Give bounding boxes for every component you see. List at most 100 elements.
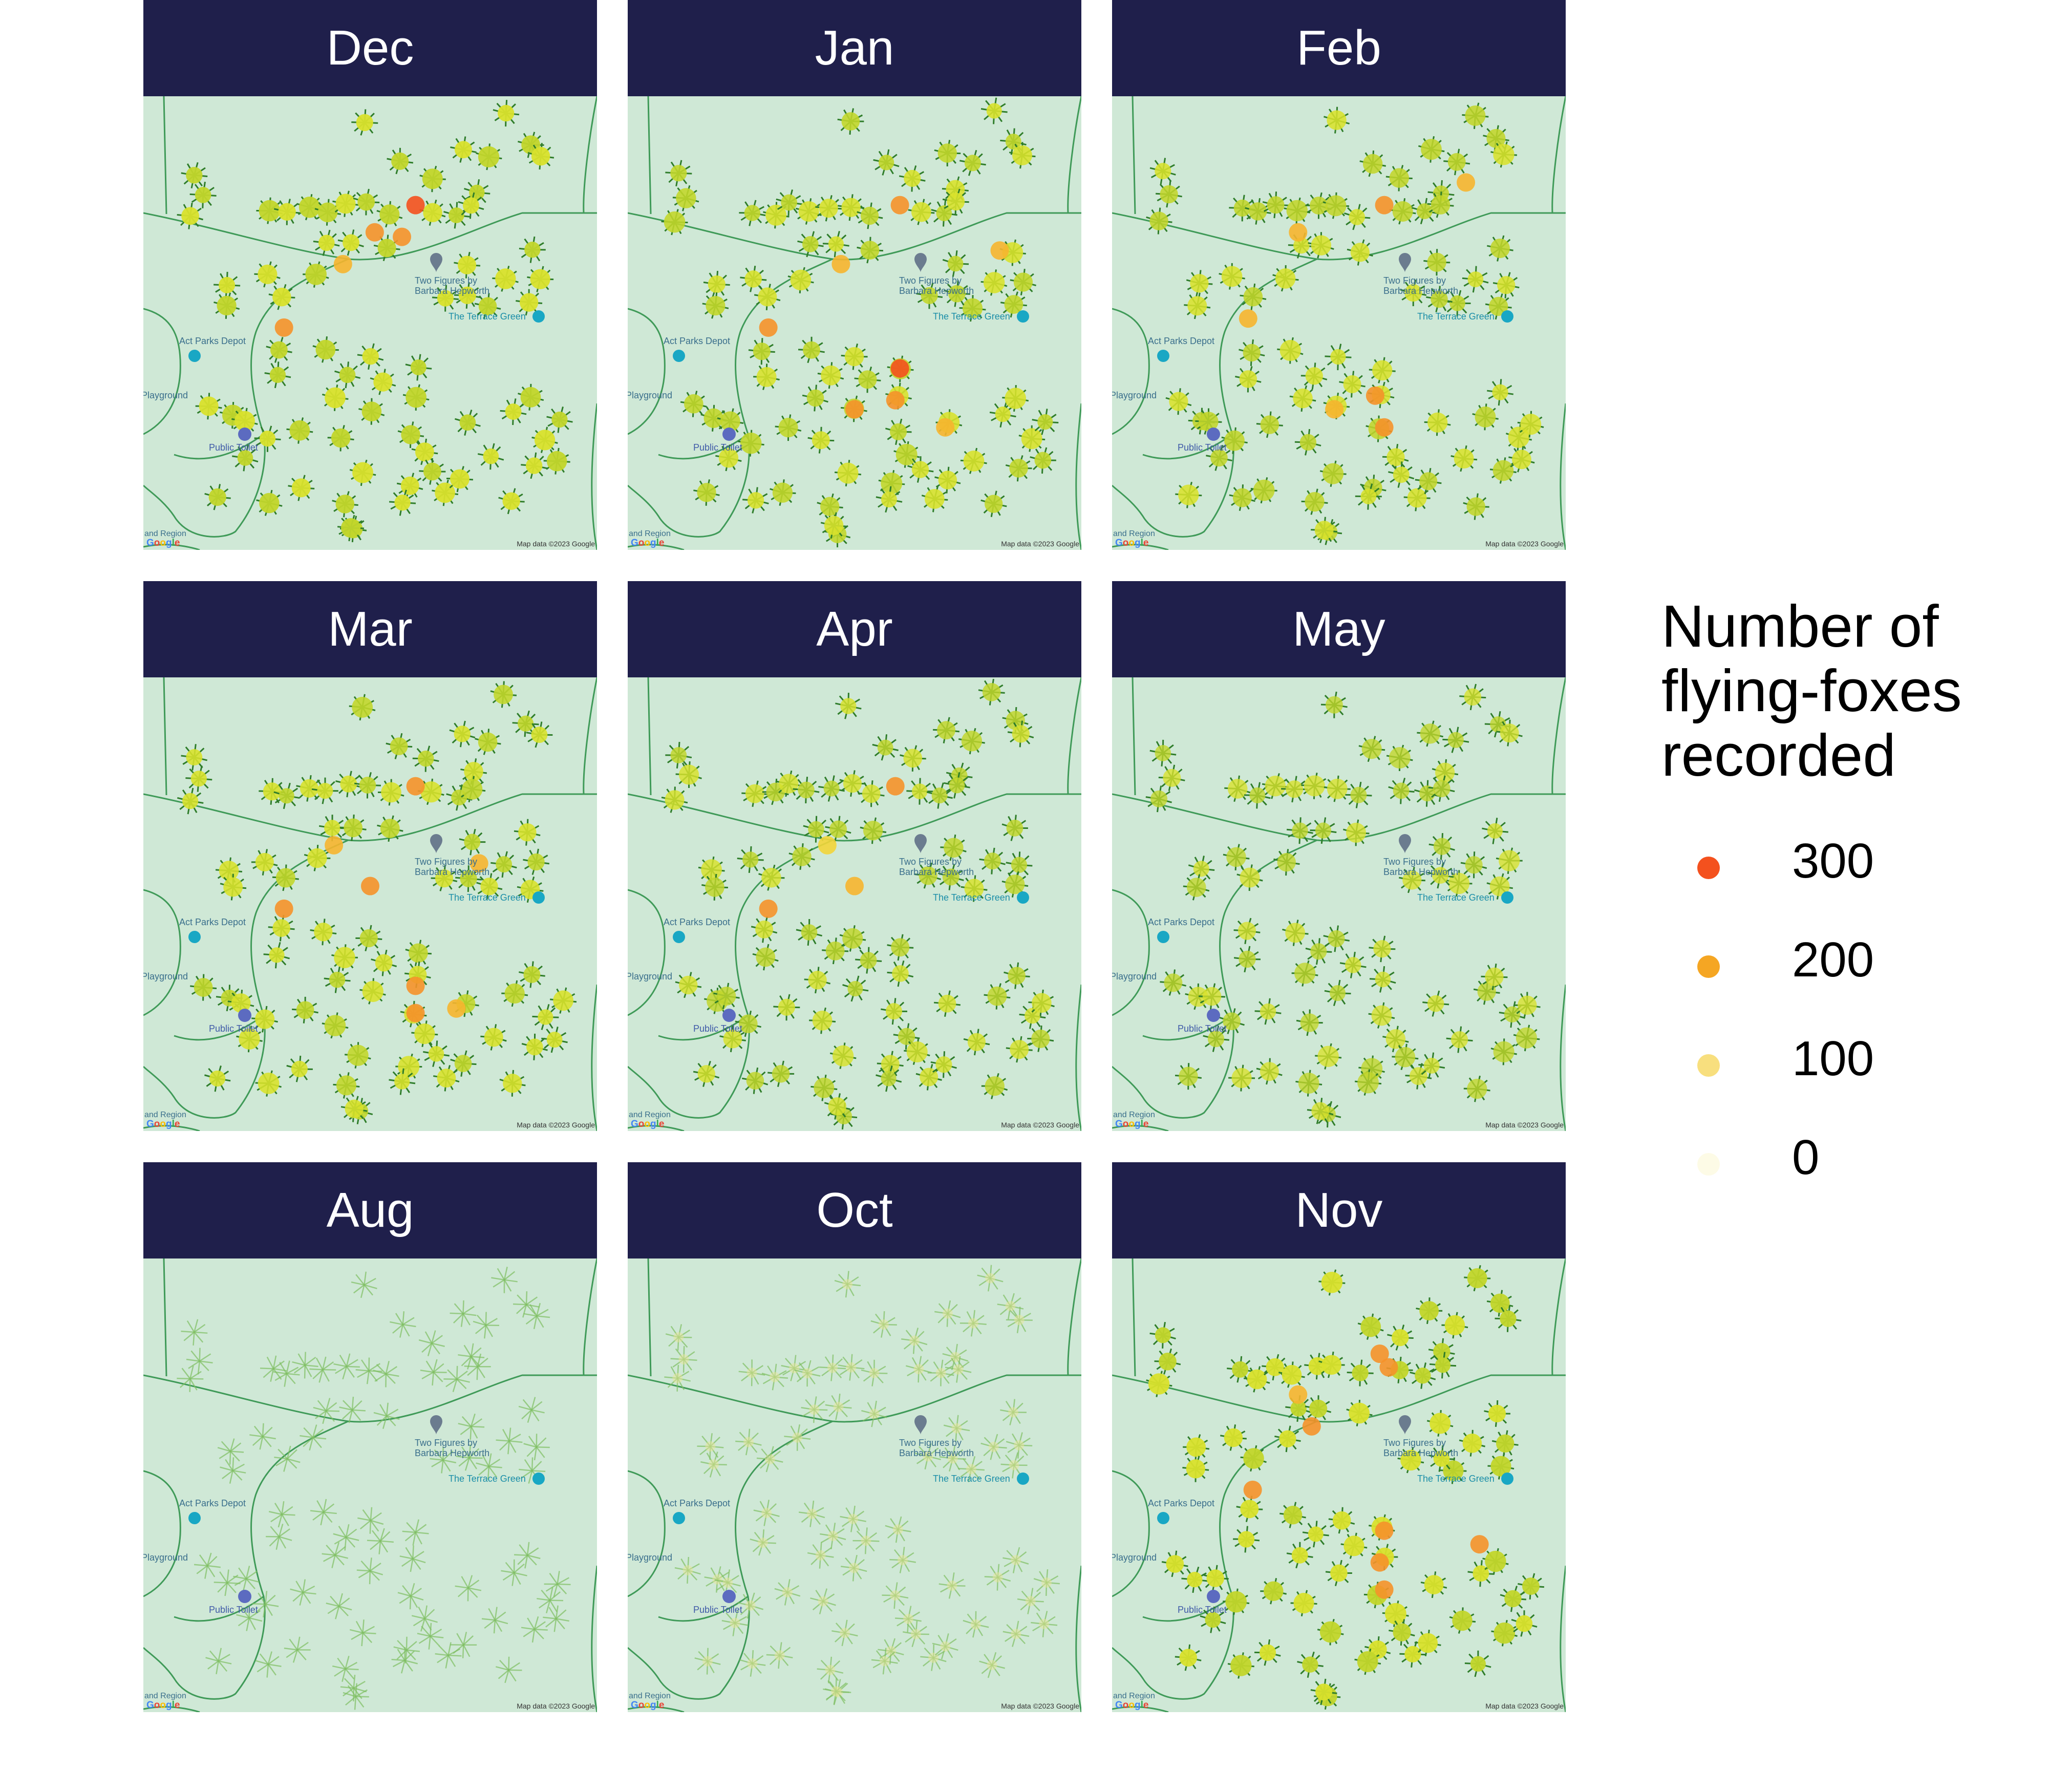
map-path [1067,1258,1081,1376]
count-point [1243,1480,1262,1499]
roost-tree [292,996,318,1023]
roost-tree [273,199,301,225]
roost-tree [1001,815,1028,841]
map-path [1112,1420,1317,1700]
toilet-pin-icon [1207,1590,1220,1603]
map-path [583,96,597,214]
roost-tree [458,1413,485,1440]
roost-tree [804,967,831,994]
roost-tree [255,1651,282,1678]
map-panel-jan: Jan Two Figures by Barbara Hepworth The Ter… [628,0,1081,553]
roost-tree [1460,851,1487,879]
map-path [1560,403,1566,550]
roost-tree [1518,1573,1544,1600]
roost-tree [1428,833,1455,860]
roost-tree [903,1620,929,1647]
map-copyright: Map data ©2023 Google [1001,1121,1079,1129]
roost-tree [1294,429,1321,456]
roost-tree [310,1499,337,1526]
roost-tree [417,778,444,805]
map-path [583,677,597,795]
location-pin-icon [430,834,442,854]
roost-tree [311,777,338,804]
map-path [143,1470,181,1597]
roost-tree [1161,1550,1188,1577]
roost-tree [1308,232,1334,259]
count-point [1457,173,1476,192]
roost-tree [351,109,378,136]
roost-tree [857,237,884,264]
roost-tree [719,1026,746,1053]
roost-tree [1422,990,1449,1017]
map-label-playground: Playground [1112,390,1157,400]
roost-tree [1175,1063,1202,1090]
legend-dot-300 [1697,857,1720,879]
roost-tree [979,1652,1006,1678]
roost-tree [980,269,1008,296]
roost-tree [1244,1366,1270,1393]
roost-tree [1286,1542,1313,1569]
roost-tree [751,916,778,943]
roost-tree [1368,1002,1395,1029]
map-label-terrace-green: The Terrace Green [933,1474,1010,1484]
google-logo: Google [1115,1119,1149,1129]
map-path [628,889,666,1016]
roost-tree [857,202,883,229]
roost-tree [420,1359,447,1386]
roost-tree [698,856,725,883]
park-pin-icon [1017,1473,1029,1485]
roost-tree [665,741,692,769]
roost-tree [735,1428,762,1456]
roost-tree [1290,1590,1317,1617]
roost-tree [345,1042,371,1069]
legend-value-0: 0 [1792,1130,1820,1185]
roost-tree [1382,1601,1409,1627]
roost-tree [858,780,885,807]
map-path [628,1470,666,1597]
roost-tree [332,190,359,217]
roost-tree [887,960,914,987]
roost-tree [337,515,365,542]
roost-tree [933,990,961,1017]
map-label-barbara: Barbara Hepworth [415,867,490,877]
roost-tree [840,1505,866,1532]
roost-tree [1240,283,1267,310]
roost-tree [839,770,866,797]
map-label-barbara: Barbara Hepworth [415,1448,490,1458]
roost-tree [1446,1026,1473,1053]
map-copyright: Map data ©2023 Google [1001,1702,1079,1710]
roost-tree [399,1545,426,1572]
map-path [143,1374,597,1423]
toilet-pin-icon [238,1590,251,1603]
roost-tree [411,1020,438,1047]
roost-tree [496,1656,522,1683]
roost-tree [496,1427,523,1455]
roost-tree [670,1346,697,1373]
map-label-two-figures: Two Figures by [1383,275,1446,286]
map-path [628,839,833,1119]
roost-tree [735,1010,761,1037]
roost-tree [454,409,481,436]
legend-dot-0 [1697,1153,1720,1176]
map-label-playground: Playground [143,971,188,982]
roost-tree [819,1354,846,1381]
map-panel-may: May Two Figures by Barbara Hepworth The Ter… [1112,581,1566,1134]
depot-pin-icon [673,350,685,362]
roost-tree [195,393,222,420]
map-path [1112,1470,1150,1597]
roost-tree [376,201,403,228]
roost-tree [1513,992,1541,1018]
roost-tree [1508,446,1535,473]
roost-tree [837,108,864,135]
roost-tree [1183,1434,1210,1461]
map-svg [1112,96,1566,550]
roost-tree [498,488,525,515]
roost-tree [1175,482,1202,508]
roost-tree [977,1265,1004,1292]
roost-tree [351,1271,377,1298]
roost-tree [1279,1502,1306,1528]
roost-tree [737,846,764,873]
roost-tree [787,267,814,293]
roost-tree [356,1558,383,1585]
map-path [628,308,666,435]
